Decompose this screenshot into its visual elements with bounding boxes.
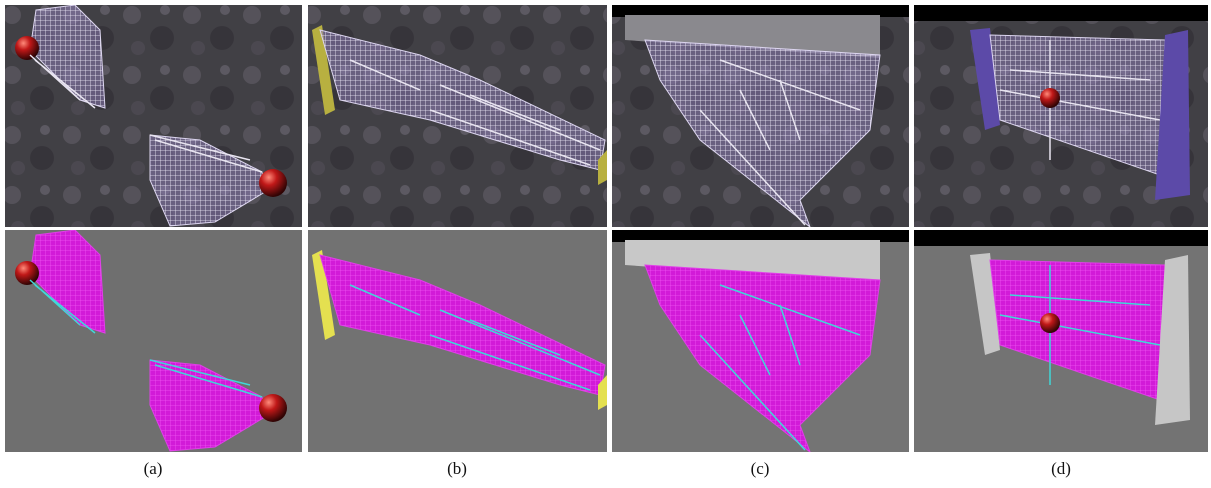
caption: (c) bbox=[751, 459, 770, 478]
bottom-row bbox=[5, 230, 1208, 452]
caption: (d) bbox=[1051, 459, 1071, 478]
caption: (a) bbox=[144, 459, 163, 478]
top-row bbox=[5, 5, 1208, 227]
caption: (b) bbox=[447, 459, 467, 478]
figure: (a) (b) (c) (d) bbox=[0, 0, 1211, 488]
